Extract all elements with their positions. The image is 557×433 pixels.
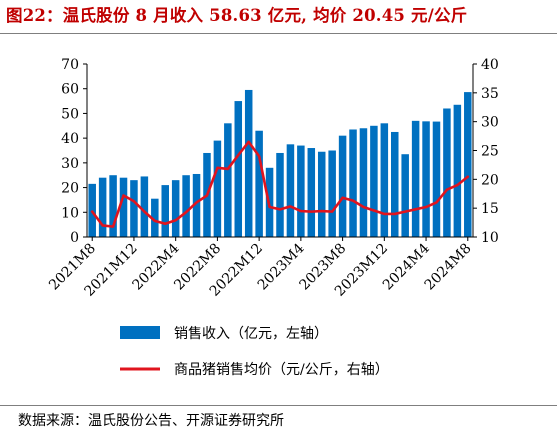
bar-2022M1 [140, 176, 149, 237]
bar-2021M12 [130, 180, 138, 237]
bar-2021M10 [109, 175, 117, 237]
bar-2022M8 [213, 140, 222, 237]
bar-2022M10 [234, 101, 243, 237]
right-tick-label: 10 [481, 230, 499, 246]
bar-2023M3 [286, 144, 295, 237]
bar-2023M12 [380, 123, 389, 237]
top-divider [0, 33, 557, 34]
left-tick-label: 40 [61, 131, 79, 147]
bar-2023M11 [370, 125, 378, 237]
bar-2024M4 [422, 121, 430, 237]
bar-2023M4 [297, 145, 305, 237]
bottom-divider [0, 405, 557, 406]
bar-2022M11 [244, 89, 253, 237]
bar-2024M3 [411, 120, 420, 237]
left-tick-label: 30 [61, 156, 79, 172]
bar-2024M5 [432, 121, 441, 237]
bar-2024M6 [443, 108, 451, 238]
left-tick-label: 20 [61, 181, 79, 197]
chart-title: 图22：温氏股份 8 月收入 58.63 亿元, 均价 20.45 元/公斤 [6, 6, 468, 25]
price-line [90, 140, 470, 228]
bar-2021M11 [119, 177, 128, 237]
bar-2023M5 [307, 148, 316, 237]
bar-2023M2 [276, 152, 284, 237]
bar-2022M6 [192, 173, 201, 237]
bar-2024M8 [464, 92, 472, 237]
right-tick-label: 15 [481, 201, 499, 217]
legend-bar-label: 销售收入（亿元，左轴） [174, 326, 328, 342]
line-series [90, 140, 470, 228]
source-note: 数据来源：温氏股份公告、开源证券研究所 [18, 413, 284, 429]
bar-2022M3 [161, 185, 169, 237]
right-tick-label: 25 [481, 144, 499, 160]
bar-2023M7 [328, 150, 336, 237]
bar-2022M2 [151, 198, 159, 237]
right-tick-label: 20 [481, 172, 499, 188]
legend-line-label: 商品猪销售均价（元/公斤，右轴） [174, 362, 389, 378]
bar-series [88, 89, 472, 238]
bar-2024M1 [391, 131, 399, 237]
left-tick-label: 0 [70, 230, 79, 246]
right-tick-label: 30 [481, 115, 499, 131]
left-tick-label: 10 [61, 205, 79, 221]
bar-2024M7 [453, 104, 462, 237]
x-tick-label: 2024M8 [422, 241, 475, 294]
left-tick-label: 50 [61, 106, 79, 122]
bar-2021M9 [98, 177, 107, 237]
right-tick-label: 35 [481, 86, 499, 102]
bar-2023M6 [317, 151, 326, 237]
bar-2024M2 [401, 154, 409, 237]
legend-bar-swatch [120, 326, 160, 339]
bar-2022M4 [171, 180, 180, 237]
bar-2023M8 [338, 135, 347, 237]
left-tick-label: 70 [61, 57, 79, 73]
bar-2023M9 [349, 129, 357, 237]
bar-2023M10 [359, 128, 368, 237]
right-tick-label: 40 [481, 57, 499, 73]
legend: 销售收入（亿元，左轴） 商品猪销售均价（元/公斤，右轴） [120, 326, 389, 378]
bar-2022M9 [224, 123, 232, 237]
bar-2022M5 [182, 175, 190, 237]
left-tick-label: 60 [61, 82, 79, 98]
bar-2022M12 [255, 130, 263, 237]
